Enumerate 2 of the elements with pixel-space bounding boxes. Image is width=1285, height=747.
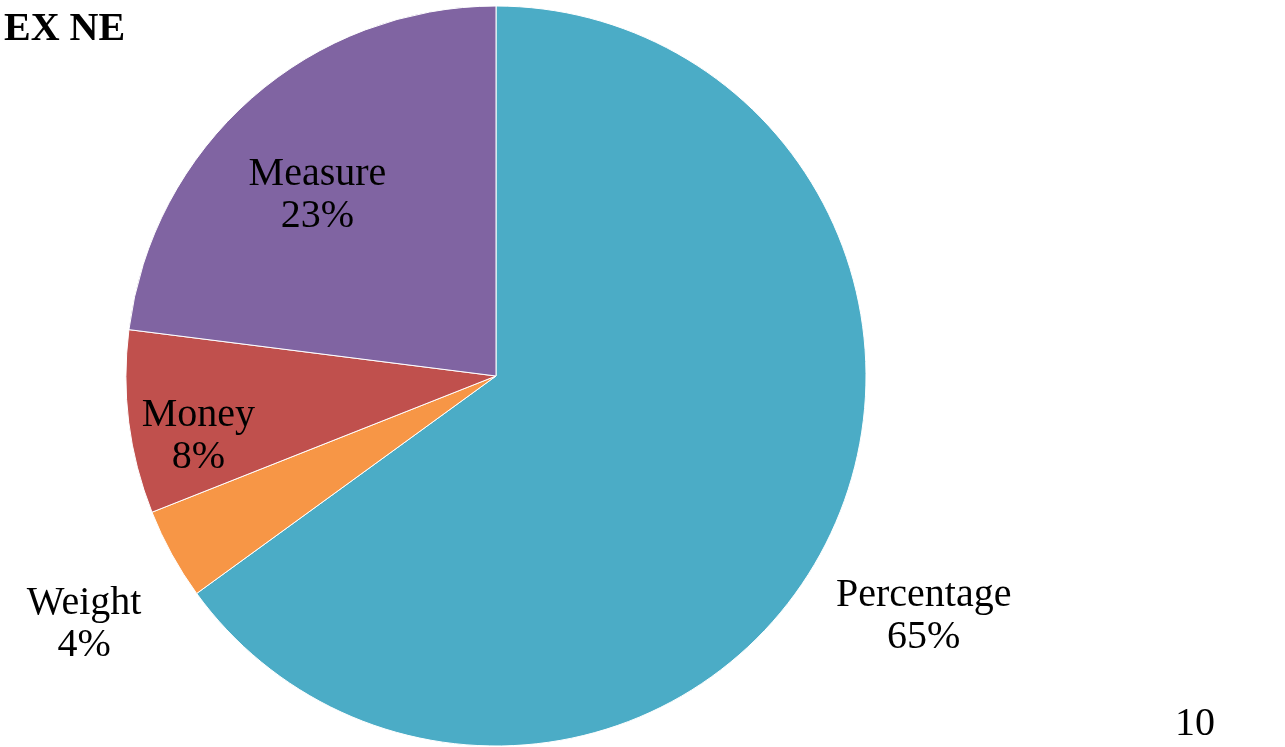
text: 10 (1175, 699, 1215, 744)
chart-title: EX NE (4, 4, 126, 49)
